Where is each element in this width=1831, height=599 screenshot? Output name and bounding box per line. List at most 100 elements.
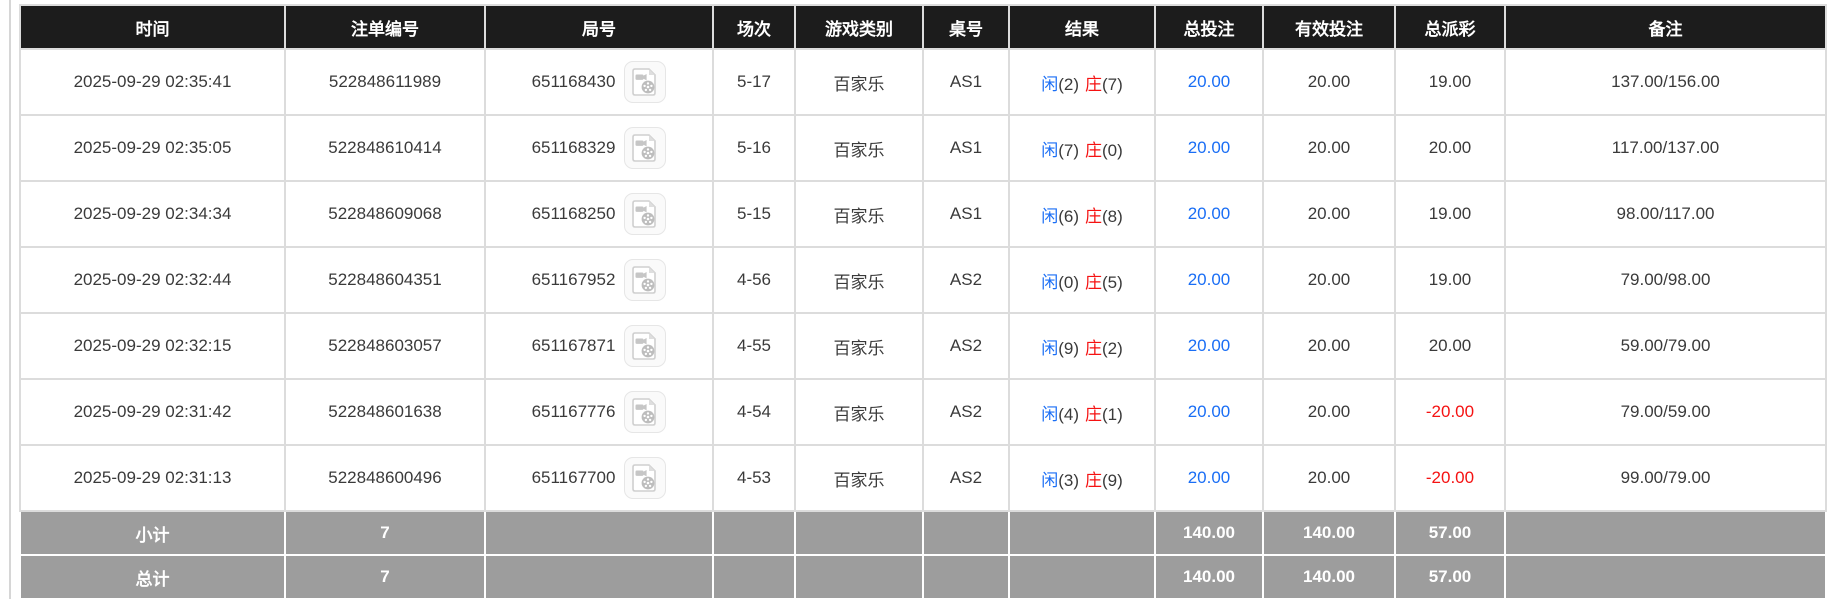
player-result-label: 闲 xyxy=(1041,470,1059,490)
total-bet-cell: 20.00 xyxy=(1154,114,1264,182)
column-header-time: 时间 xyxy=(19,4,286,50)
video-replay-button[interactable] xyxy=(624,325,667,367)
video-file-icon xyxy=(632,134,657,162)
table-row: 2025-09-29 02:31:13 522848600496 6511677… xyxy=(19,444,1827,512)
total-bet-cell: 20.00 xyxy=(1154,378,1264,446)
video-file-icon xyxy=(632,464,657,492)
result-cell: 闲(6) 庄(8) xyxy=(1008,180,1156,248)
round-cell: 651168329 xyxy=(484,114,714,182)
banker-result-score: (2) xyxy=(1102,338,1123,358)
time-cell: 2025-09-29 02:32:44 xyxy=(19,246,286,314)
round-number: 651168250 xyxy=(531,204,616,223)
session-cell: 4-55 xyxy=(712,312,796,380)
payout-cell: 19.00 xyxy=(1394,48,1506,116)
game-type-cell: 百家乐 xyxy=(794,48,924,116)
subtotal-payout: 57.00 xyxy=(1394,510,1506,556)
player-result-score: (7) xyxy=(1058,140,1079,160)
table-no-cell: AS2 xyxy=(922,312,1010,380)
video-replay-button[interactable] xyxy=(624,61,667,103)
round-number: 651167776 xyxy=(531,402,616,421)
page-left-border xyxy=(9,0,11,599)
total-bet-cell: 20.00 xyxy=(1154,48,1264,116)
column-header-payout: 总派彩 xyxy=(1394,4,1506,50)
banker-result-label: 庄 xyxy=(1085,140,1102,160)
session-cell: 4-53 xyxy=(712,444,796,512)
bet-id-cell: 522848610414 xyxy=(284,114,486,182)
video-file-icon xyxy=(632,68,657,96)
valid-bet-cell: 20.00 xyxy=(1262,246,1396,314)
column-header-game-type: 游戏类别 xyxy=(794,4,924,50)
column-header-table: 桌号 xyxy=(922,4,1010,50)
table-row: 2025-09-29 02:34:34 522848609068 6511682… xyxy=(19,180,1827,248)
table-row: 2025-09-29 02:32:15 522848603057 6511678… xyxy=(19,312,1827,380)
subtotal-count: 7 xyxy=(284,510,486,556)
player-result-score: (9) xyxy=(1058,338,1079,358)
time-cell: 2025-09-29 02:31:42 xyxy=(19,378,286,446)
round-cell: 651168430 xyxy=(484,48,714,116)
valid-bet-cell: 20.00 xyxy=(1262,378,1396,446)
total-bet-cell: 20.00 xyxy=(1154,312,1264,380)
round-number: 651167700 xyxy=(531,468,616,487)
session-cell: 5-17 xyxy=(712,48,796,116)
grand-total-count: 7 xyxy=(284,554,486,599)
result-cell: 闲(3) 庄(9) xyxy=(1008,444,1156,512)
grand-total-row: 总计 7 140.00 140.00 57.00 xyxy=(19,554,1827,599)
header-row: 时间 注单编号 局号 场次 游戏类别 桌号 结果 总投注 有效投注 总派彩 备注 xyxy=(19,4,1827,50)
player-result-label: 闲 xyxy=(1041,74,1059,94)
remark-cell: 117.00/137.00 xyxy=(1504,114,1827,182)
session-cell: 4-54 xyxy=(712,378,796,446)
banker-result-score: (7) xyxy=(1102,74,1123,94)
round-cell: 651167871 xyxy=(484,312,714,380)
banker-result-score: (1) xyxy=(1102,404,1123,424)
video-replay-button[interactable] xyxy=(624,193,667,235)
column-header-valid-bet: 有效投注 xyxy=(1262,4,1396,50)
video-file-icon xyxy=(632,332,657,360)
banker-result-label: 庄 xyxy=(1085,338,1102,358)
player-result-label: 闲 xyxy=(1041,140,1059,160)
banker-result-score: (9) xyxy=(1102,470,1123,490)
subtotal-label: 小计 xyxy=(19,510,286,556)
valid-bet-cell: 20.00 xyxy=(1262,312,1396,380)
remark-cell: 79.00/98.00 xyxy=(1504,246,1827,314)
banker-result-label: 庄 xyxy=(1085,272,1102,292)
video-replay-button[interactable] xyxy=(624,259,667,301)
result-cell: 闲(9) 庄(2) xyxy=(1008,312,1156,380)
subtotal-total-bet: 140.00 xyxy=(1154,510,1264,556)
round-number: 651168430 xyxy=(531,72,616,91)
video-replay-button[interactable] xyxy=(624,457,667,499)
player-result-label: 闲 xyxy=(1041,338,1059,358)
grand-total-label: 总计 xyxy=(19,554,286,599)
session-cell: 4-56 xyxy=(712,246,796,314)
column-header-total-bet: 总投注 xyxy=(1154,4,1264,50)
total-bet-cell: 20.00 xyxy=(1154,444,1264,512)
table-no-cell: AS2 xyxy=(922,378,1010,446)
result-cell: 闲(4) 庄(1) xyxy=(1008,378,1156,446)
banker-result-score: (5) xyxy=(1102,272,1123,292)
column-header-bet-id: 注单编号 xyxy=(284,4,486,50)
video-replay-button[interactable] xyxy=(624,127,667,169)
payout-cell: 20.00 xyxy=(1394,114,1506,182)
game-type-cell: 百家乐 xyxy=(794,180,924,248)
remark-cell: 98.00/117.00 xyxy=(1504,180,1827,248)
round-number: 651167952 xyxy=(531,270,616,289)
round-cell: 651167776 xyxy=(484,378,714,446)
result-cell: 闲(2) 庄(7) xyxy=(1008,48,1156,116)
total-bet-cell: 20.00 xyxy=(1154,246,1264,314)
banker-result-label: 庄 xyxy=(1085,470,1102,490)
valid-bet-cell: 20.00 xyxy=(1262,114,1396,182)
video-replay-button[interactable] xyxy=(624,391,667,433)
player-result-label: 闲 xyxy=(1041,206,1059,226)
table-row: 2025-09-29 02:35:05 522848610414 6511683… xyxy=(19,114,1827,182)
player-result-score: (6) xyxy=(1058,206,1079,226)
payout-cell: 20.00 xyxy=(1394,312,1506,380)
column-header-session: 场次 xyxy=(712,4,796,50)
table-row: 2025-09-29 02:32:44 522848604351 6511679… xyxy=(19,246,1827,314)
table-no-cell: AS1 xyxy=(922,180,1010,248)
bet-records-table: 时间 注单编号 局号 场次 游戏类别 桌号 结果 总投注 有效投注 总派彩 备注… xyxy=(19,4,1827,599)
time-cell: 2025-09-29 02:34:34 xyxy=(19,180,286,248)
player-result-label: 闲 xyxy=(1041,404,1059,424)
banker-result-label: 庄 xyxy=(1085,206,1102,226)
valid-bet-cell: 20.00 xyxy=(1262,444,1396,512)
player-result-score: (2) xyxy=(1058,74,1079,94)
remark-cell: 79.00/59.00 xyxy=(1504,378,1827,446)
